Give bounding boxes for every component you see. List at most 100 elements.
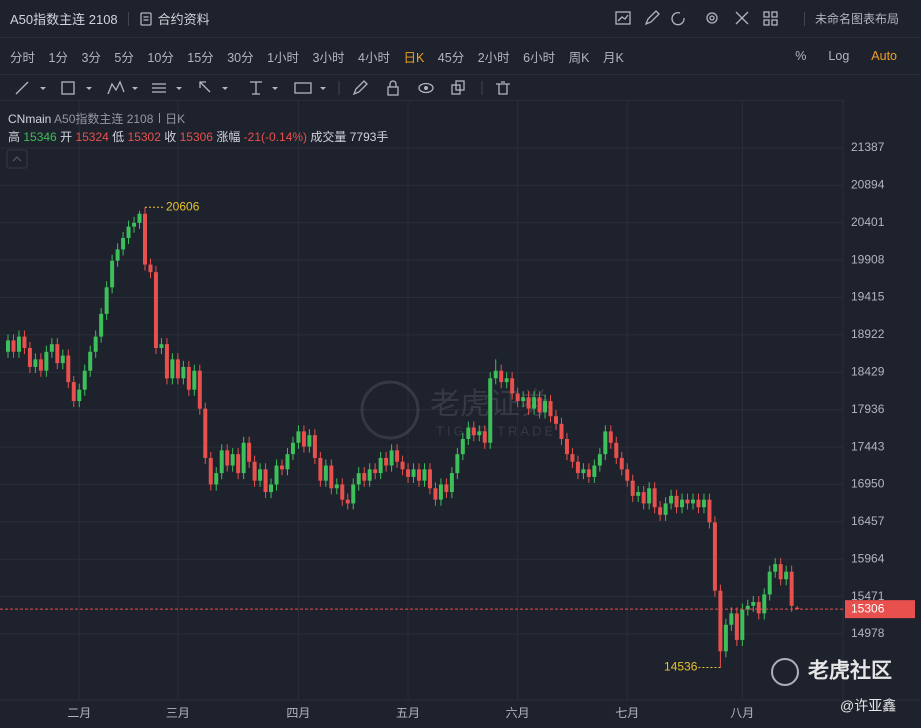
collapse-button bbox=[6, 149, 28, 169]
change-label: 涨幅 bbox=[216, 130, 241, 144]
scale-button[interactable]: % bbox=[795, 49, 807, 63]
top-bar: A50指数主连 2108 合约资料 未命名图表布局 bbox=[0, 0, 921, 38]
candle-body bbox=[22, 336, 27, 348]
candle-body bbox=[641, 492, 646, 504]
candle-body bbox=[647, 488, 652, 504]
interval-button[interactable]: 5分 bbox=[114, 50, 134, 65]
candle-body bbox=[773, 564, 778, 572]
separator bbox=[127, 11, 129, 26]
candle-body bbox=[482, 431, 487, 443]
legend-line-2: 高 15346 开 15324 低 15302 收 15306 涨幅 -21(-… bbox=[8, 128, 388, 146]
interval-button[interactable]: 30分 bbox=[227, 50, 254, 65]
candle-body bbox=[214, 473, 219, 485]
candle-body bbox=[345, 499, 350, 504]
interval-button[interactable]: 4小时 bbox=[358, 50, 390, 65]
y-tick-label: 18429 bbox=[851, 364, 885, 378]
drawing-toolbar bbox=[0, 75, 921, 101]
collapse-arrow bbox=[12, 156, 22, 162]
scale-button[interactable]: Auto bbox=[871, 49, 897, 63]
candle-body bbox=[318, 457, 323, 481]
candle-body bbox=[756, 602, 761, 614]
candle-body bbox=[630, 480, 635, 496]
candle-body bbox=[696, 499, 701, 508]
x-tick-label: 五月 bbox=[396, 706, 420, 720]
candle-body bbox=[723, 624, 728, 652]
candle-body bbox=[280, 465, 284, 470]
interval-button[interactable]: 1小时 bbox=[267, 50, 300, 65]
candle-body bbox=[603, 431, 608, 455]
y-tick-label: 15964 bbox=[851, 551, 885, 565]
candle-body bbox=[685, 499, 690, 504]
candle-body bbox=[252, 461, 257, 481]
candle-body bbox=[351, 484, 356, 504]
candle-body bbox=[143, 213, 147, 265]
candle-body bbox=[82, 370, 87, 390]
candle-body bbox=[767, 571, 772, 595]
interval-button[interactable]: 10分 bbox=[147, 50, 174, 65]
top-icons[interactable] bbox=[614, 9, 794, 29]
symbol-title[interactable]: A50指数主连 2108 bbox=[10, 12, 118, 27]
name: A50指数主连 2108 bbox=[54, 112, 154, 126]
candle-body bbox=[225, 450, 230, 466]
interval-button[interactable]: 月K bbox=[602, 50, 624, 65]
candle-body bbox=[175, 359, 180, 379]
interval-button[interactable]: 45分 bbox=[437, 50, 465, 65]
y-tick-label: 18922 bbox=[851, 327, 885, 341]
candle-body bbox=[340, 484, 345, 500]
candle-body bbox=[93, 336, 98, 352]
candle-body bbox=[548, 401, 553, 417]
low-value: 15302 bbox=[127, 130, 161, 144]
candle-body bbox=[208, 457, 213, 485]
interval-button[interactable]: 2小时 bbox=[477, 50, 510, 65]
candle-body bbox=[6, 340, 10, 352]
last-price-box bbox=[845, 600, 915, 619]
candle-body bbox=[608, 431, 613, 443]
layout-name[interactable]: 未命名图表布局 bbox=[814, 12, 899, 26]
candle-body bbox=[395, 450, 400, 462]
interval-button[interactable]: 周K bbox=[568, 50, 590, 65]
scale-button[interactable]: Log bbox=[828, 49, 850, 63]
candle-body bbox=[192, 370, 197, 390]
candle-body bbox=[493, 370, 498, 379]
x-tick-label: 七月 bbox=[615, 706, 639, 720]
legend: CNmain A50指数主连 2108 日K 高 15346 开 15324 低… bbox=[8, 110, 388, 146]
candle-body bbox=[691, 499, 695, 504]
candle-body bbox=[203, 408, 208, 458]
candle-body bbox=[362, 473, 367, 481]
y-tick-label: 20894 bbox=[851, 178, 885, 192]
candle-body bbox=[526, 397, 531, 409]
y-tick-label: 16950 bbox=[851, 477, 885, 491]
interval-button[interactable]: 3小时 bbox=[312, 50, 345, 65]
high-label: 高 bbox=[8, 130, 21, 144]
candle-body bbox=[269, 484, 274, 493]
candle-body bbox=[433, 488, 438, 500]
interval-button[interactable]: 6小时 bbox=[523, 50, 556, 65]
candle-body bbox=[247, 442, 252, 462]
candle-body bbox=[11, 340, 16, 352]
candle-body bbox=[581, 469, 586, 474]
interval-button[interactable]: 1分 bbox=[48, 50, 68, 65]
candle-body bbox=[795, 607, 800, 610]
period[interactable]: 日K bbox=[165, 112, 186, 126]
contract-info[interactable]: 合约资料 bbox=[157, 12, 210, 27]
interval-button[interactable]: 3分 bbox=[81, 50, 101, 65]
candle-body bbox=[153, 272, 158, 348]
candle-body bbox=[718, 590, 723, 652]
candle-body bbox=[532, 397, 537, 409]
close-value: 15306 bbox=[179, 130, 213, 144]
x-tick-label: 三月 bbox=[166, 706, 190, 720]
interval-button[interactable]: 15分 bbox=[187, 50, 214, 65]
candle-body bbox=[296, 431, 301, 443]
candle-body bbox=[258, 469, 263, 481]
doc-icon bbox=[140, 11, 152, 26]
candle-body bbox=[460, 438, 465, 455]
y-tick-label: 17443 bbox=[851, 439, 885, 453]
tool-icons[interactable] bbox=[12, 78, 532, 98]
open-value: 15324 bbox=[75, 130, 109, 144]
candle-body bbox=[164, 344, 169, 379]
candle-body bbox=[274, 465, 279, 485]
interval-button[interactable]: 日K bbox=[403, 50, 425, 65]
interval-button[interactable]: 分时 bbox=[10, 50, 36, 65]
candle-body bbox=[356, 473, 361, 485]
candle-body bbox=[389, 450, 394, 466]
